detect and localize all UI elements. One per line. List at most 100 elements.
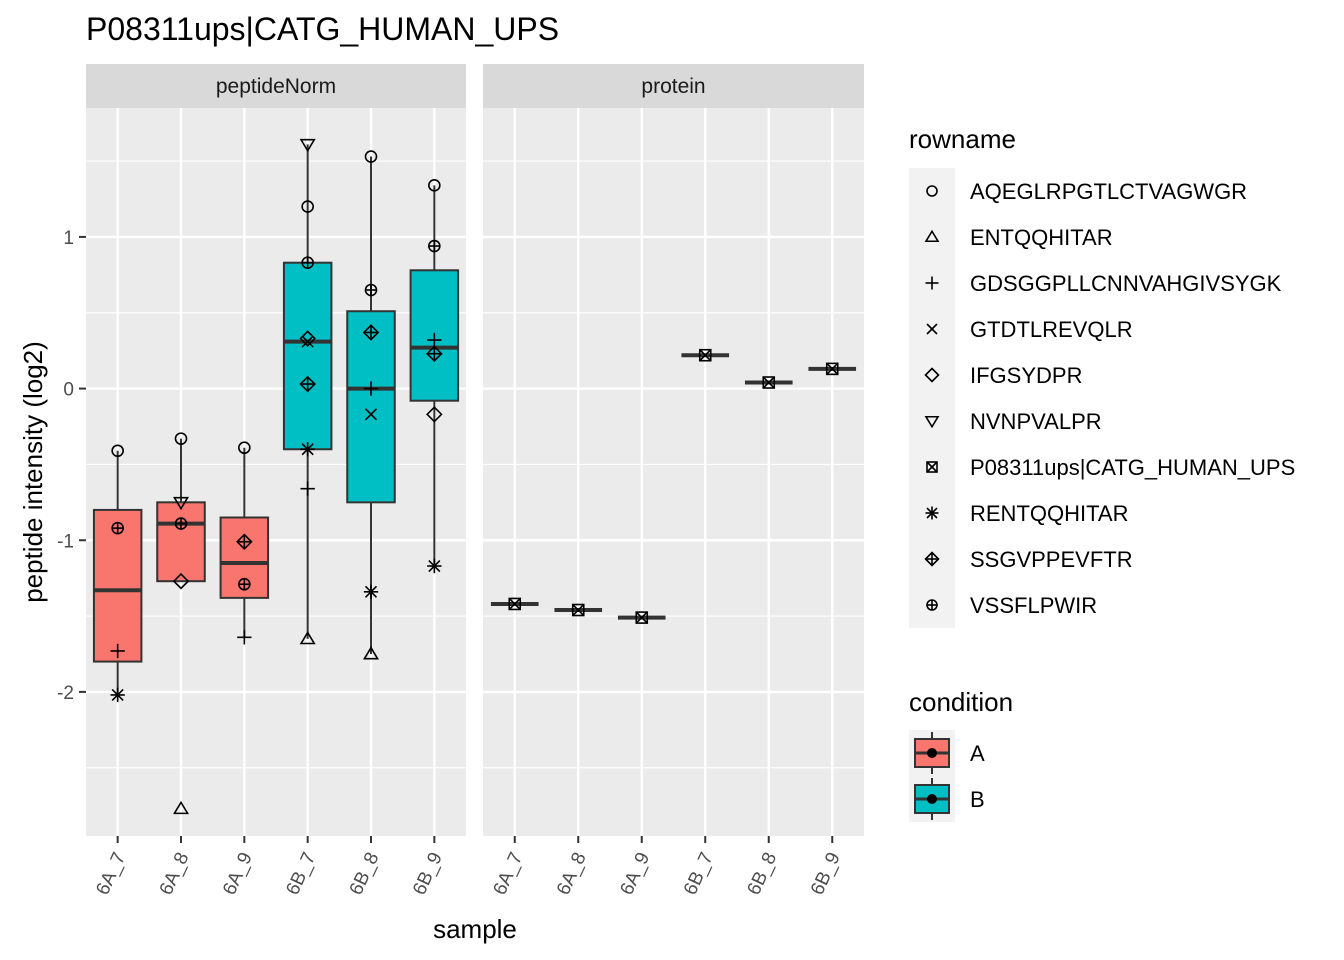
marker-circle: [926, 185, 938, 197]
point-6B_9: [428, 179, 441, 192]
y-tick-label: -2: [57, 683, 74, 704]
marker-triangle: [172, 800, 190, 815]
legend-key-marker: [925, 276, 939, 290]
point-6B_9: [427, 558, 442, 574]
point-6B_7: [301, 335, 314, 348]
box-body: [282, 261, 333, 451]
legend-rowname-label: IFGSYDPR: [970, 363, 1082, 388]
point-6A_9: [236, 533, 253, 551]
panel-background: [483, 108, 864, 836]
legend-key-marker: [926, 599, 938, 611]
marker-stroke: [508, 597, 521, 611]
marker-stroke: [826, 362, 839, 375]
legend-key-marker: [924, 367, 940, 383]
y-axis-title: peptide intensity (log2): [18, 341, 48, 603]
point-6A_7: [110, 643, 125, 659]
marker-triangle: [362, 646, 380, 660]
marker-stroke: [428, 559, 441, 573]
point-6B_8: [762, 376, 776, 389]
strip-protein: [483, 64, 864, 108]
legend-key-dot: [927, 794, 937, 804]
legend-key-marker: [926, 461, 938, 473]
box-body: [156, 501, 206, 583]
marker-triangle-down: [172, 496, 190, 511]
marker-stroke: [364, 585, 378, 598]
box-peptideNorm-6A_8: [156, 438, 206, 583]
marker-square: [571, 603, 585, 617]
point-6B_8: [363, 584, 379, 599]
legend-rowname-label: P08311ups|CATG_HUMAN_UPS: [970, 455, 1295, 480]
panel-background: [86, 108, 466, 836]
y-tick-label: 1: [63, 228, 74, 249]
point-6B_7: [299, 138, 316, 153]
point-6B_8: [364, 150, 378, 163]
legend-key: [909, 352, 955, 398]
point-6B_8: [362, 324, 380, 341]
legend-rowname-title: rowname: [909, 124, 1016, 154]
marker-circle: [428, 179, 441, 192]
marker-circle: [364, 150, 378, 163]
box-peptideNorm-6B_7: [282, 144, 333, 639]
strip-peptideNorm: [86, 64, 466, 108]
marker-triangle-down: [299, 138, 316, 153]
marker-square: [762, 376, 776, 389]
point-6B_7: [300, 442, 315, 457]
chart-title: P08311ups|CATG_HUMAN_UPS: [86, 11, 559, 47]
legend-rowname-label: NVNPVALPR: [970, 409, 1102, 434]
marker-stroke: [301, 443, 314, 456]
marker-triangle-down: [924, 415, 940, 429]
legend-key-marker: [924, 415, 940, 429]
marker-stroke: [762, 376, 775, 389]
point-6A_9: [635, 611, 649, 624]
legend-key-marker: [925, 506, 939, 520]
box-peptideNorm-6A_9: [219, 447, 270, 638]
marker-square: [635, 611, 649, 624]
point-6A_7: [111, 521, 124, 535]
legend-key: [909, 168, 955, 214]
point-6B_7: [299, 630, 316, 645]
legend-condition-label: B: [970, 787, 985, 812]
point-6A_9: [238, 441, 251, 455]
point-6B_8: [363, 381, 379, 396]
point-6A_9: [237, 630, 252, 645]
marker-stroke: [364, 408, 378, 421]
marker-square: [926, 461, 938, 473]
legend-key: [909, 214, 955, 260]
marker-square: [508, 597, 522, 611]
point-6A_7: [508, 597, 522, 611]
point-6B_9: [428, 239, 441, 253]
point-6B_7: [300, 481, 315, 496]
marker-circle: [174, 432, 188, 445]
point-6B_8: [364, 408, 378, 421]
point-6B_9: [426, 406, 443, 423]
point-6A_8: [174, 432, 188, 445]
marker-square: [698, 348, 712, 362]
point-6A_7: [110, 687, 125, 703]
x-axis-title: sample: [433, 914, 517, 944]
legend-condition-title: condition: [909, 687, 1013, 717]
legend-rowname-label: GDSGGPLLCNNVAHGIVSYGK: [970, 271, 1282, 296]
legend-key-marker: [924, 229, 940, 243]
legend-rowname-label: GTDTLREVQLR: [970, 317, 1133, 342]
marker-diamond: [426, 406, 443, 423]
box-body: [346, 310, 396, 504]
marker-diamond: [924, 367, 940, 383]
marker-square: [825, 362, 839, 376]
marker-diamond: [172, 572, 190, 590]
point-6B_9: [427, 332, 442, 348]
point-6B_7: [698, 348, 712, 362]
legend-key-marker: [926, 185, 938, 197]
marker-stroke: [926, 507, 938, 519]
legend-rowname-label: ENTQQHITAR: [970, 225, 1113, 250]
legend-rowname-label: AQEGLRPGTLCTVAGWGR: [970, 179, 1247, 204]
marker-stroke: [111, 688, 124, 702]
point-6B_8: [364, 283, 378, 297]
point-6A_8: [172, 496, 190, 511]
box-body: [219, 516, 270, 599]
point-6B_8: [362, 646, 380, 660]
y-axis: -2 -1 0 1: [57, 228, 86, 704]
marker-circle: [111, 444, 124, 458]
point-6B_9: [426, 345, 443, 362]
